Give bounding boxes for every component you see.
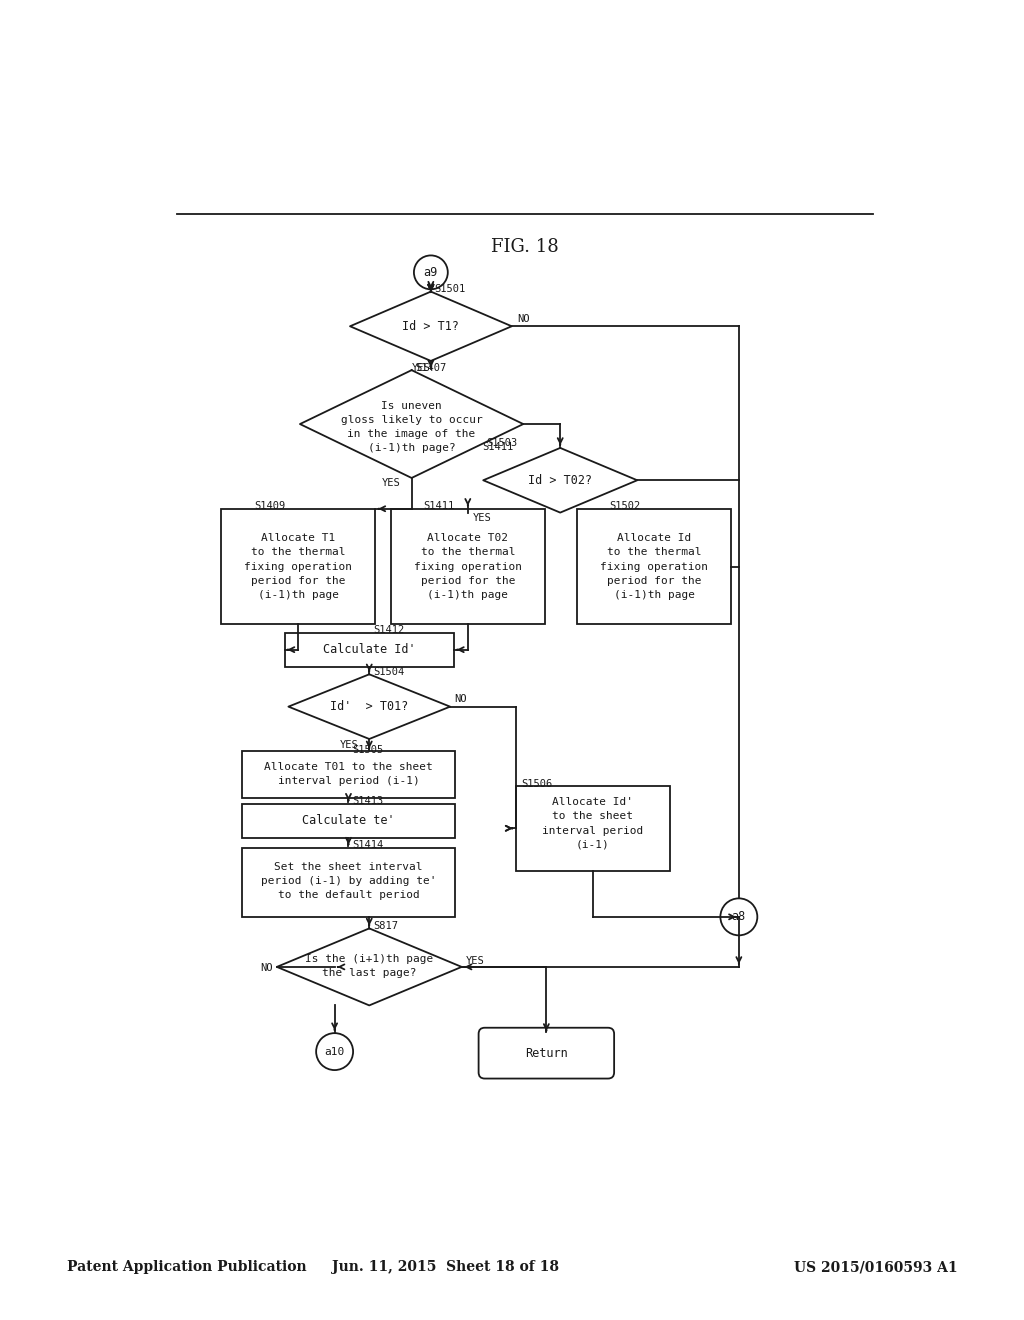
Text: NO: NO — [260, 964, 273, 973]
Text: Jun. 11, 2015  Sheet 18 of 18: Jun. 11, 2015 Sheet 18 of 18 — [332, 1261, 559, 1274]
Text: S1502: S1502 — [609, 502, 641, 511]
Bar — [515, 785, 670, 871]
Text: S1411: S1411 — [423, 502, 455, 511]
Text: to the default period: to the default period — [278, 890, 420, 899]
Text: period for the: period for the — [421, 576, 515, 586]
Bar — [221, 508, 376, 624]
Text: S1413: S1413 — [352, 796, 384, 807]
Text: S1506: S1506 — [521, 779, 552, 788]
Text: YES: YES — [466, 956, 484, 966]
Text: Allocate T1: Allocate T1 — [261, 533, 336, 543]
Text: NO: NO — [454, 694, 467, 704]
Bar — [285, 632, 454, 667]
Text: S1407: S1407 — [416, 363, 446, 372]
Text: Calculate Id': Calculate Id' — [323, 643, 416, 656]
Text: S1414: S1414 — [352, 841, 384, 850]
Text: S1411: S1411 — [482, 442, 514, 453]
Text: Allocate T02: Allocate T02 — [427, 533, 508, 543]
Text: Allocate Id: Allocate Id — [617, 533, 691, 543]
Text: (i-1)th page: (i-1)th page — [613, 590, 694, 601]
Text: interval period (i-1): interval period (i-1) — [278, 776, 420, 787]
Text: (i-1): (i-1) — [575, 840, 609, 850]
Text: Patent Application Publication: Patent Application Publication — [67, 1261, 306, 1274]
Text: Is uneven: Is uneven — [381, 401, 442, 412]
Text: in the image of the: in the image of the — [347, 429, 476, 440]
Text: to the thermal: to the thermal — [607, 548, 701, 557]
Text: a9: a9 — [424, 265, 438, 279]
Text: to the thermal: to the thermal — [421, 548, 515, 557]
Text: S1501: S1501 — [435, 284, 466, 294]
Text: period for the: period for the — [607, 576, 701, 586]
Text: YES: YES — [413, 363, 431, 372]
Text: to the thermal: to the thermal — [251, 548, 346, 557]
Text: Calculate te': Calculate te' — [302, 814, 395, 828]
Text: S1505: S1505 — [352, 744, 384, 755]
Text: S1409: S1409 — [254, 502, 285, 511]
Text: Set the sheet interval: Set the sheet interval — [274, 862, 423, 871]
Text: Id > T1?: Id > T1? — [402, 319, 460, 333]
Bar — [578, 508, 731, 624]
Text: fixing operation: fixing operation — [600, 561, 709, 572]
Text: S1503: S1503 — [486, 438, 517, 449]
Bar — [243, 751, 455, 797]
Text: to the sheet: to the sheet — [552, 812, 633, 821]
Text: (i-1)th page: (i-1)th page — [427, 590, 508, 601]
Text: fixing operation: fixing operation — [245, 561, 352, 572]
Text: Return: Return — [525, 1047, 567, 1060]
Bar — [391, 508, 545, 624]
Text: NO: NO — [517, 314, 529, 323]
Text: US 2015/0160593 A1: US 2015/0160593 A1 — [794, 1261, 957, 1274]
Text: S1504: S1504 — [373, 667, 404, 677]
Text: (i-1)th page: (i-1)th page — [258, 590, 339, 601]
Text: (i-1)th page?: (i-1)th page? — [368, 444, 456, 453]
Text: Allocate T01 to the sheet: Allocate T01 to the sheet — [264, 763, 433, 772]
Text: YES: YES — [381, 478, 400, 488]
Text: FIG. 18: FIG. 18 — [490, 238, 559, 256]
Text: S817: S817 — [373, 921, 398, 931]
Text: fixing operation: fixing operation — [414, 561, 522, 572]
Text: period (i-1) by adding te': period (i-1) by adding te' — [261, 875, 436, 886]
Text: YES: YES — [473, 513, 492, 523]
Text: Is the (i+1)th page: Is the (i+1)th page — [305, 954, 433, 964]
Text: Id'  > T01?: Id' > T01? — [330, 700, 409, 713]
Text: S1412: S1412 — [373, 626, 404, 635]
Text: a8: a8 — [732, 911, 746, 924]
Bar — [243, 804, 455, 837]
Text: Allocate Id': Allocate Id' — [552, 797, 633, 807]
Text: interval period: interval period — [542, 825, 643, 836]
Bar — [243, 847, 455, 917]
Text: the last page?: the last page? — [322, 968, 417, 978]
Text: period for the: period for the — [251, 576, 346, 586]
Text: a10: a10 — [325, 1047, 345, 1056]
Text: gloss likely to occur: gloss likely to occur — [341, 416, 482, 425]
Text: Id > T02?: Id > T02? — [528, 474, 592, 487]
Text: YES: YES — [340, 741, 358, 750]
